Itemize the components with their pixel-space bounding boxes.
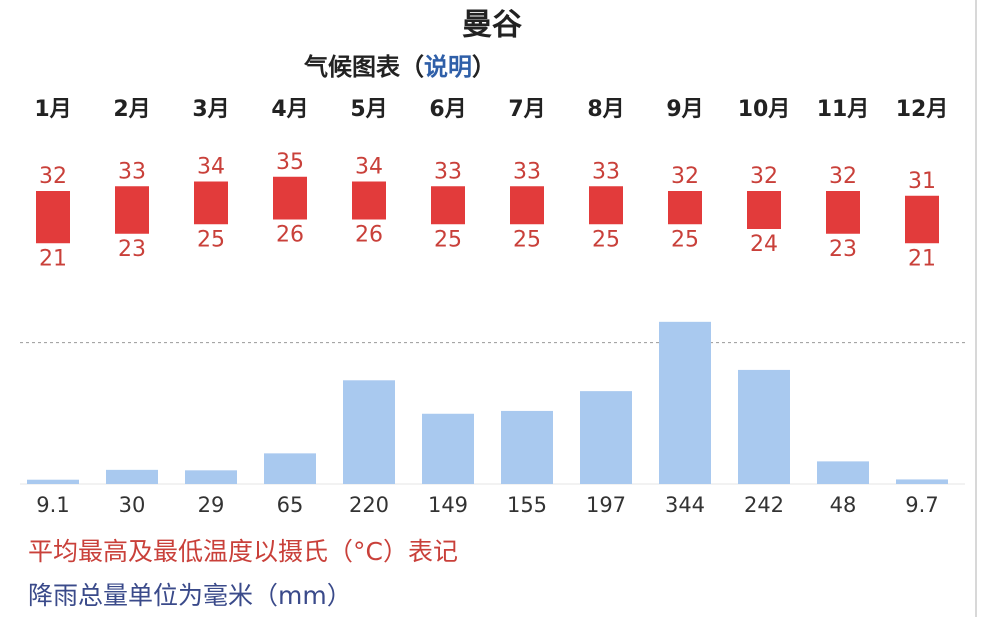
value-label: 9.1 (36, 493, 69, 517)
value-label: 197 (586, 493, 626, 517)
month-label: 6月 (429, 97, 466, 122)
low-label: 25 (197, 227, 225, 252)
temp-bar (510, 186, 544, 225)
low-label: 24 (750, 232, 778, 257)
value-label: 30 (119, 493, 146, 517)
value-label: 9.7 (905, 493, 938, 517)
subtitle: 气候图表 (303, 53, 401, 81)
high-label: 32 (39, 164, 67, 189)
bar (738, 369, 790, 484)
value-label: 29 (198, 493, 225, 517)
bar (185, 470, 237, 484)
bar (817, 461, 869, 484)
bar (264, 453, 316, 484)
low-label: 25 (671, 227, 699, 252)
month-label: 3月 (192, 97, 229, 122)
temp-bar (36, 191, 70, 244)
low-label: 23 (118, 237, 146, 262)
month-label: 5月 (350, 97, 387, 122)
bar (580, 391, 632, 484)
value-label: 344 (665, 493, 705, 517)
link[interactable]: 说明 (424, 53, 472, 81)
high-label: 34 (355, 155, 383, 180)
high-label: 33 (513, 159, 541, 184)
low-label: 25 (513, 227, 541, 252)
bar (659, 321, 711, 484)
month-label: 8月 (587, 97, 624, 122)
bar (896, 479, 948, 484)
chart-title: 曼谷 (462, 8, 522, 43)
month-label: 12月 (896, 97, 949, 122)
month-label: 9月 (666, 97, 703, 122)
temp-bar (273, 176, 307, 220)
high-label: 31 (908, 169, 936, 194)
value-label: 149 (428, 493, 468, 517)
bracket: （说明） (400, 53, 496, 81)
value-label: 48 (830, 493, 857, 517)
temp-bar (431, 186, 465, 225)
value-label: 155 (507, 493, 547, 517)
temp-bar (194, 181, 228, 225)
high-label: 35 (276, 150, 304, 175)
high-label: 32 (829, 164, 857, 189)
low-label: 26 (355, 223, 383, 248)
note: 平均最高及最低温度以摄氏（°C）表记 (28, 537, 458, 566)
month-label: 1月 (34, 97, 71, 122)
bracket-close: ） (472, 53, 496, 81)
bracket-open: （ (400, 53, 424, 81)
month-label: 7月 (508, 97, 545, 122)
bar (27, 479, 79, 484)
high-label: 33 (434, 159, 462, 184)
high-label: 33 (118, 159, 146, 184)
low-label: 21 (908, 246, 936, 271)
low-label: 26 (276, 223, 304, 248)
value-label: 242 (744, 493, 784, 517)
month-label: 10月 (738, 97, 791, 122)
high-label: 32 (671, 164, 699, 189)
month-label: 4月 (271, 97, 308, 122)
bar (106, 469, 158, 484)
temp-bar (826, 191, 860, 234)
high-label: 34 (197, 155, 225, 180)
temp-bar (115, 186, 149, 234)
low-label: 25 (592, 227, 620, 252)
temp-bar (905, 195, 939, 244)
temp-bar (589, 186, 623, 225)
month-label: 11月 (817, 97, 870, 122)
temp-bar (668, 191, 702, 225)
value-label: 220 (349, 493, 389, 517)
bar (422, 413, 474, 484)
high-label: 33 (592, 159, 620, 184)
high-label: 32 (750, 164, 778, 189)
temp-bar (747, 191, 781, 229)
note: 降雨总量单位为毫米（mm） (28, 581, 352, 610)
bar (501, 410, 553, 484)
temp-bar (352, 181, 386, 220)
month-label: 2月 (113, 97, 150, 122)
bar (343, 380, 395, 484)
low-label: 23 (829, 237, 857, 262)
value-label: 65 (277, 493, 304, 517)
low-label: 21 (39, 246, 67, 271)
low-label: 25 (434, 227, 462, 252)
